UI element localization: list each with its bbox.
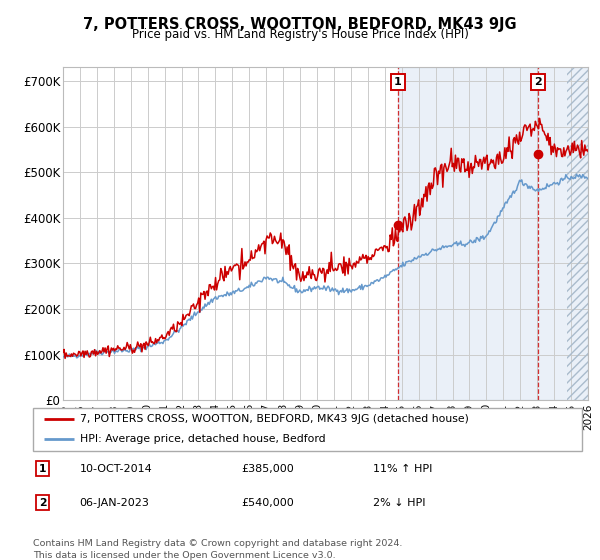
Text: 7, POTTERS CROSS, WOOTTON, BEDFORD, MK43 9JG (detached house): 7, POTTERS CROSS, WOOTTON, BEDFORD, MK43… (80, 414, 469, 424)
Text: 7, POTTERS CROSS, WOOTTON, BEDFORD, MK43 9JG: 7, POTTERS CROSS, WOOTTON, BEDFORD, MK43… (83, 17, 517, 32)
Text: 06-JAN-2023: 06-JAN-2023 (80, 498, 149, 508)
Text: 11% ↑ HPI: 11% ↑ HPI (373, 464, 433, 474)
Text: 2: 2 (533, 77, 541, 87)
Bar (567, 67, 588, 400)
Text: Price paid vs. HM Land Registry's House Price Index (HPI): Price paid vs. HM Land Registry's House … (131, 28, 469, 41)
Text: 2: 2 (39, 498, 47, 508)
Text: 2% ↓ HPI: 2% ↓ HPI (373, 498, 426, 508)
Text: Contains HM Land Registry data © Crown copyright and database right 2024.
This d: Contains HM Land Registry data © Crown c… (33, 539, 403, 559)
Bar (398, 67, 588, 400)
Text: 1: 1 (394, 77, 402, 87)
Text: £385,000: £385,000 (242, 464, 295, 474)
Text: HPI: Average price, detached house, Bedford: HPI: Average price, detached house, Bedf… (80, 434, 325, 444)
Text: 1: 1 (39, 464, 47, 474)
Text: £540,000: £540,000 (242, 498, 295, 508)
FancyBboxPatch shape (33, 408, 582, 451)
Text: 10-OCT-2014: 10-OCT-2014 (80, 464, 152, 474)
